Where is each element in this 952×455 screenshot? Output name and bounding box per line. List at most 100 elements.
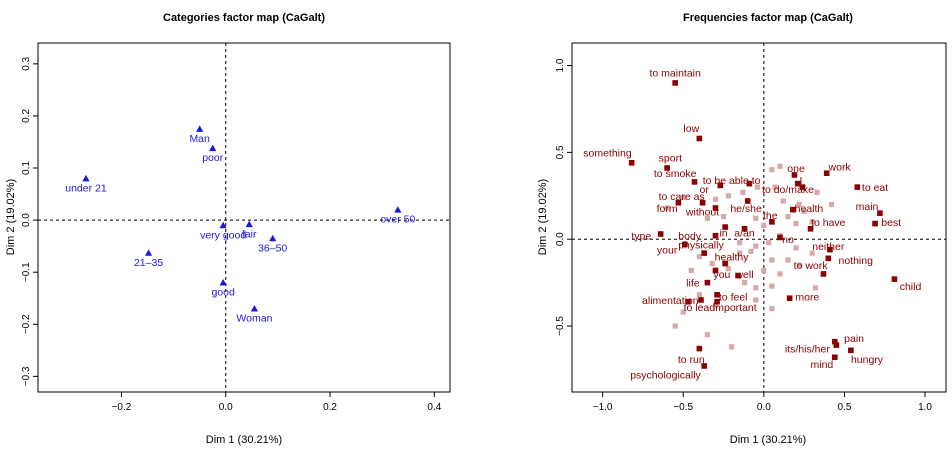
frequency-point-label: to feel [719, 292, 748, 304]
frequency-unlabeled-marker [769, 283, 775, 289]
frequency-unlabeled-marker [748, 248, 754, 254]
frequency-point-marker [877, 210, 883, 216]
frequency-point-label: or [700, 184, 710, 196]
category-point-marker [219, 221, 227, 229]
frequency-unlabeled-marker [793, 245, 799, 251]
frequency-point-marker [799, 184, 806, 190]
frequencies-x-tick-label: 1.0 [918, 402, 932, 413]
frequency-unlabeled-marker [725, 193, 731, 199]
frequency-point-marker [854, 184, 861, 190]
frequency-point-marker [786, 295, 793, 302]
frequency-point-marker [685, 298, 691, 305]
frequency-point-marker [831, 354, 838, 361]
frequency-unlabeled-marker [809, 219, 815, 225]
frequency-point-marker [833, 342, 840, 348]
frequency-point-marker [628, 160, 635, 166]
frequencies-panel: Frequencies factor map (CaGalt) −1.0 −0.5… [537, 12, 947, 446]
categories-panel: Categories factor map (CaGalt) −0.2 0.0 0.… [5, 12, 451, 446]
frequency-unlabeled-marker [828, 201, 835, 208]
frequency-point-label: life [686, 278, 700, 290]
category-point-marker [219, 279, 227, 286]
frequency-unlabeled-marker [680, 194, 686, 201]
frequency-unlabeled-marker [753, 297, 759, 303]
frequency-point-label: no [782, 234, 794, 246]
frequency-unlabeled-marker [761, 267, 767, 274]
frequency-point-marker [746, 180, 753, 187]
frequency-point-marker [699, 199, 706, 206]
frequencies-x-tick-label: −0.5 [673, 402, 693, 413]
categories-y-tick-label: −0.3 [21, 366, 32, 386]
frequency-point-label: pain [844, 333, 864, 345]
frequency-point-marker [691, 179, 698, 185]
frequency-unlabeled-marker [777, 163, 783, 169]
frequencies-x-tick-label: −1.0 [593, 402, 613, 413]
category-point-marker [144, 249, 153, 256]
frequency-point-marker [741, 225, 748, 232]
frequency-point-label: sport [659, 153, 682, 165]
frequency-point-label: mind [810, 359, 833, 371]
frequency-unlabeled-marker [753, 215, 759, 221]
frequency-point-label: to smoke [654, 168, 697, 180]
frequency-point-label: to eat [862, 182, 888, 194]
categories-y-tick-label: 0.2 [21, 109, 32, 123]
frequency-unlabeled-marker [801, 208, 807, 215]
categories-y-tick-label: 0.0 [21, 213, 32, 227]
frequency-point-label: without [685, 206, 719, 218]
categories-x-tick-label: 0.4 [427, 402, 441, 413]
categories-x-label: Dim 1 (30.21%) [206, 434, 282, 446]
frequency-unlabeled-marker [780, 198, 786, 204]
frequency-point-marker [722, 260, 728, 267]
frequency-point-label: to run [678, 354, 705, 366]
categories-y-label: Dim 2 (19.02%) [5, 179, 17, 255]
frequency-point-marker [872, 220, 878, 227]
frequencies-y-label: Dim 2 (19.02%) [537, 179, 549, 255]
frequency-point-marker [696, 345, 703, 352]
frequency-point-label: hungry [851, 354, 884, 366]
frequency-unlabeled-marker [793, 220, 799, 227]
frequency-unlabeled-marker [761, 222, 767, 228]
frequency-unlabeled-marker [728, 344, 735, 350]
categories-y-tick-label: 0.1 [21, 161, 32, 175]
frequency-unlabeled-marker [812, 285, 819, 291]
frequencies-x-tick-label: 0.5 [837, 402, 851, 413]
frequency-point-marker [672, 80, 678, 86]
frequency-point-label: well [734, 269, 753, 281]
frequency-point-marker [696, 135, 703, 142]
frequency-unlabeled-marker [712, 302, 719, 308]
frequency-point-marker [712, 232, 719, 239]
frequencies-labeled-points: to maintain low something sport to smoke to b… [583, 68, 921, 382]
frequency-point-marker [794, 180, 801, 187]
categories-x-tick-label: −0.2 [112, 402, 132, 413]
frequency-unlabeled-marker [737, 250, 743, 256]
frequency-point-label: to care as [659, 191, 705, 203]
category-point-label: over 50 [380, 214, 415, 226]
frequency-unlabeled-marker [696, 253, 702, 260]
category-point-label: Woman [236, 313, 272, 325]
frequency-point-marker [807, 225, 814, 232]
frequency-unlabeled-marker [709, 260, 715, 267]
frequency-point-label: important [713, 302, 757, 314]
frequency-point-label: form [657, 203, 678, 215]
frequency-point-marker [704, 279, 711, 286]
category-point-label: 36–50 [258, 242, 287, 254]
frequencies-unlabeled-points [664, 163, 835, 350]
frequency-unlabeled-marker [814, 189, 820, 195]
frequency-point-marker [698, 297, 704, 303]
frequency-unlabeled-marker [785, 257, 791, 263]
frequency-point-label: in [719, 227, 727, 239]
frequency-point-marker [823, 170, 830, 177]
frequency-point-marker [848, 347, 854, 354]
frequency-point-marker [827, 246, 833, 253]
category-point-marker [209, 144, 217, 152]
frequency-unlabeled-marker [704, 215, 711, 221]
frequencies-y-tick-label: 0.0 [555, 232, 566, 246]
frequency-point-marker [712, 205, 719, 211]
frequency-point-marker [790, 206, 796, 213]
frequencies-y-tick-label: 0.5 [555, 145, 566, 159]
frequency-point-label: to maintain [649, 68, 701, 80]
categories-x-tick-label: 0.0 [219, 402, 233, 413]
frequency-point-label: to have [811, 217, 846, 229]
categories-y-tick-label: 0.3 [21, 56, 32, 70]
frequency-point-label: I [799, 175, 802, 187]
